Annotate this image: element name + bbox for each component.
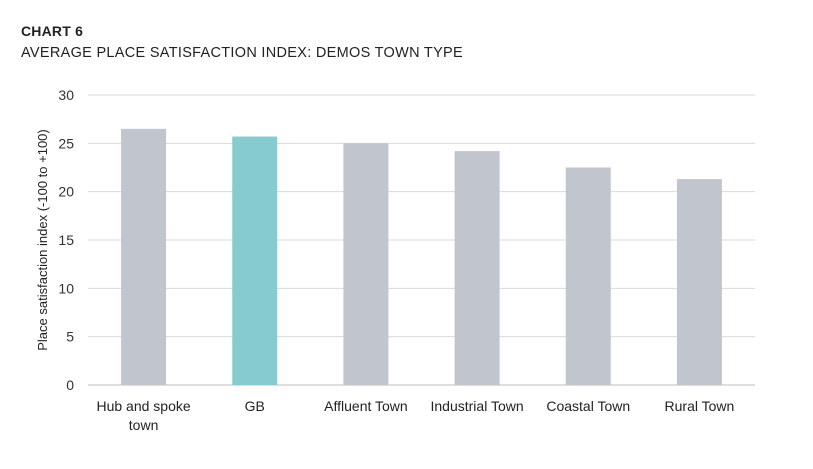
x-category-label: Rural Town xyxy=(665,398,735,414)
x-category-label-line: Affluent Town xyxy=(324,398,408,414)
x-category-label-line: Hub and spoke xyxy=(96,398,190,414)
y-tick-label: 10 xyxy=(58,280,74,296)
bar xyxy=(343,143,389,385)
x-category-label-line: Coastal Town xyxy=(546,398,630,414)
x-category-label: Industrial Town xyxy=(431,398,524,414)
x-category-label-line: town xyxy=(129,417,159,433)
x-category-label-line: Rural Town xyxy=(665,398,735,414)
y-tick-label: 5 xyxy=(66,329,74,345)
gridlines xyxy=(88,94,755,386)
chart-title: AVERAGE PLACE SATISFACTION INDEX: DEMOS … xyxy=(21,45,464,61)
bar xyxy=(121,128,167,386)
y-axis-label: Place satisfaction index (-100 to +100) xyxy=(35,129,50,351)
bar xyxy=(232,136,278,385)
bar xyxy=(454,151,500,385)
x-category-label-line: Industrial Town xyxy=(431,398,524,414)
x-category-label-line: GB xyxy=(245,398,265,414)
y-tick-label: 20 xyxy=(58,184,74,200)
x-category-label: Hub and spoke town xyxy=(96,398,190,433)
x-category-label: GB xyxy=(245,398,265,414)
x-category-label: Coastal Town xyxy=(546,398,630,414)
x-axis-categories: Hub and spoke town GB Affluent Town Industri… xyxy=(96,398,734,433)
y-tick-label: 0 xyxy=(66,377,74,393)
bar xyxy=(676,179,722,385)
x-category-label: Affluent Town xyxy=(324,398,408,414)
bars xyxy=(121,128,722,386)
bar xyxy=(565,167,611,385)
y-axis-ticks: 0 5 10 15 20 25 30 xyxy=(58,87,74,393)
chart-label: CHART 6 xyxy=(21,23,84,39)
y-tick-label: 15 xyxy=(58,232,74,248)
y-tick-label: 25 xyxy=(58,135,74,151)
y-tick-label: 30 xyxy=(58,87,74,103)
